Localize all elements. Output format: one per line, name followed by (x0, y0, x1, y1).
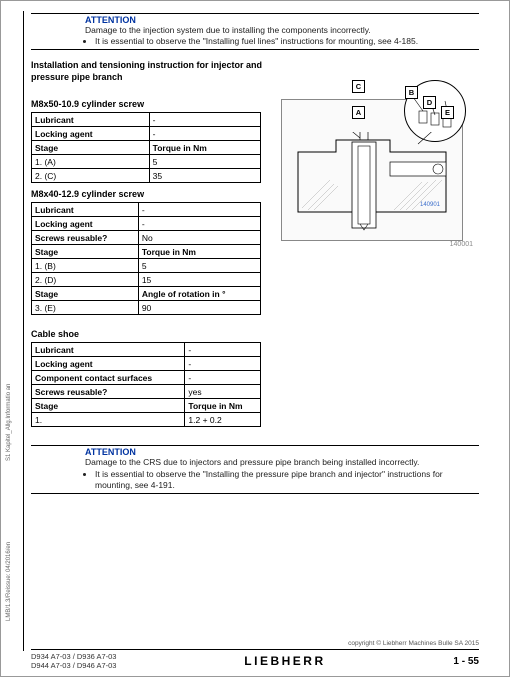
fig-label-d: D (423, 96, 436, 109)
cell: Component contact surfaces (32, 371, 185, 385)
attention1-line1: Damage to the injection system due to in… (85, 25, 371, 35)
content-row: M8x50-10.9 cylinder screw Lubricant- Loc… (31, 93, 479, 427)
attention1-title: ATTENTION (85, 15, 479, 25)
figure: C A B D E (281, 93, 479, 248)
cell: 15 (138, 273, 260, 287)
cell: - (185, 371, 261, 385)
attention1-body: Damage to the injection system due to in… (85, 25, 479, 48)
cell: - (185, 357, 261, 371)
cell: Stage (32, 245, 139, 259)
table2: Lubricant- Locking agent- Screws reusabl… (31, 202, 261, 315)
cell: Stage (32, 287, 139, 301)
copyright: copyright © Liebherr Machines Bulle SA 2… (31, 640, 479, 647)
table2-title: M8x40-12.9 cylinder screw (31, 189, 261, 199)
fig-ref1: 140901 (420, 202, 441, 208)
side-text-2: LMB/1.3/Reissue: 04/2016/en (6, 542, 12, 621)
cell: 90 (138, 301, 260, 315)
cell: - (149, 113, 260, 127)
attention2-body: Damage to the CRS due to injectors and p… (85, 457, 479, 491)
fig-label-c: C (352, 80, 365, 93)
cell: yes (185, 385, 261, 399)
footer: copyright © Liebherr Machines Bulle SA 2… (31, 640, 479, 670)
cell: Stage (32, 399, 185, 413)
cell: Locking agent (32, 127, 150, 141)
cell: - (149, 127, 260, 141)
cell: Angle of rotation in ° (138, 287, 260, 301)
table1: Lubricant- Locking agent- StageTorque in… (31, 112, 261, 183)
cell: 35 (149, 169, 260, 183)
models-l2: D944 A7-03 / D946 A7-03 (31, 661, 116, 670)
cell: Torque in Nm (149, 141, 260, 155)
footer-row: D934 A7-03 / D936 A7-03 D944 A7-03 / D94… (31, 652, 479, 670)
cell: - (185, 343, 261, 357)
attention2-bullet: It is essential to observe the "Installi… (95, 469, 479, 492)
page-number: 1 - 55 (453, 656, 479, 667)
cell: Lubricant (32, 113, 150, 127)
cell: Lubricant (32, 343, 185, 357)
cell: Locking agent (32, 357, 185, 371)
cell: 1. (A) (32, 155, 150, 169)
cell: No (138, 231, 260, 245)
rule (31, 445, 479, 446)
table3-title: Cable shoe (31, 329, 261, 339)
footer-rule (31, 649, 479, 650)
cell: Screws reusable? (32, 231, 139, 245)
side-text-1: S1 Kapitel_Allg.Informatio an (6, 384, 12, 461)
fig-label-a: A (352, 106, 365, 119)
cross-section-svg: 140901 (290, 132, 454, 232)
cell: Lubricant (32, 203, 139, 217)
cell: 2. (D) (32, 273, 139, 287)
rule (31, 49, 479, 50)
figure-caption: 140001 (281, 241, 473, 248)
fig-label-e: E (441, 106, 454, 119)
fig-label-b: B (405, 86, 418, 99)
cell: Torque in Nm (185, 399, 261, 413)
rule (31, 493, 479, 494)
table1-title: M8x50-10.9 cylinder screw (31, 99, 261, 109)
tables-column: M8x50-10.9 cylinder screw Lubricant- Loc… (31, 93, 261, 427)
cell: 1. (B) (32, 259, 139, 273)
cell: 5 (149, 155, 260, 169)
models-l1: D934 A7-03 / D936 A7-03 (31, 652, 116, 661)
section-title: Installation and tensioning instruction … (31, 60, 281, 83)
cell: 1.2 + 0.2 (185, 413, 261, 427)
table3: Lubricant- Locking agent- Component cont… (31, 342, 261, 427)
attention1-bullet: It is essential to observe the "Installi… (95, 36, 479, 47)
cell: Torque in Nm (138, 245, 260, 259)
margin-line (23, 11, 24, 651)
cell: - (138, 203, 260, 217)
model-list: D934 A7-03 / D936 A7-03 D944 A7-03 / D94… (31, 652, 116, 670)
document-page: S1 Kapitel_Allg.Informatio an LMB/1.3/Re… (0, 0, 510, 677)
brand-logo: LIEBHERR (244, 654, 325, 668)
attention2-title: ATTENTION (85, 447, 479, 457)
cell: 1. (32, 413, 185, 427)
figure-drawing: C A B D E (281, 99, 463, 241)
cell: Stage (32, 141, 150, 155)
attention2-line1: Damage to the CRS due to injectors and p… (85, 457, 419, 467)
cell: 2. (C) (32, 169, 150, 183)
cell: - (138, 217, 260, 231)
cell: Screws reusable? (32, 385, 185, 399)
cell: 5 (138, 259, 260, 273)
rule (31, 13, 479, 14)
cell: Locking agent (32, 217, 139, 231)
cell: 3. (E) (32, 301, 139, 315)
